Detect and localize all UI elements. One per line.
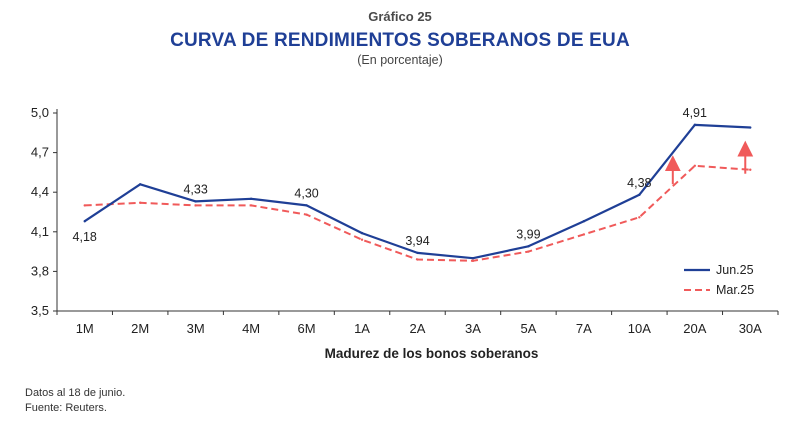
x-tick-label: 10A [628, 321, 651, 336]
y-tick-label: 3,5 [31, 303, 49, 318]
point-jun [249, 197, 253, 200]
point-mar [305, 213, 308, 216]
x-tick-label: 3M [187, 321, 205, 336]
data-label: 4,38 [627, 176, 651, 190]
point-mar [693, 164, 697, 167]
chart-title: CURVA DE RENDIMIENTOS SOBERANOS DE EUA [170, 30, 630, 51]
legend-label-mar: Mar.25 [716, 283, 754, 297]
point-mar [527, 250, 530, 253]
point-mar [749, 168, 752, 171]
x-tick-label: 20A [683, 321, 706, 336]
point-jun [527, 245, 530, 248]
x-tick-label: 6M [298, 321, 316, 336]
y-tick-label: 4,4 [31, 184, 49, 199]
point-jun [471, 257, 475, 260]
y-tick-label: 3,8 [31, 263, 49, 278]
point-jun [305, 204, 308, 207]
point-jun [638, 193, 641, 197]
y-tick-label: 5,0 [31, 105, 49, 120]
x-tick-label: 4M [242, 321, 260, 336]
x-tick-label: 2M [131, 321, 149, 336]
x-tick-label: 7A [576, 321, 592, 336]
data-note: Datos al 18 de junio. [25, 387, 126, 399]
point-jun [749, 126, 752, 129]
point-jun [693, 123, 697, 127]
x-axis-title: Madurez de los bonos soberanos [325, 346, 539, 361]
data-label: 3,99 [516, 227, 540, 241]
point-jun [360, 231, 364, 235]
x-tick-label: 1A [354, 321, 370, 336]
point-jun [83, 220, 86, 223]
point-jun [582, 220, 586, 223]
x-tick-label: 30A [739, 321, 762, 336]
figure-number: Gráfico 25 [368, 9, 432, 24]
point-mar [582, 233, 586, 236]
y-tick-label: 4,7 [31, 145, 49, 160]
data-label: 3,94 [405, 234, 429, 248]
x-tick-label: 1M [76, 321, 94, 336]
point-jun [138, 183, 142, 186]
point-mar [638, 216, 641, 219]
x-tick-label: 5A [520, 321, 536, 336]
point-mar [360, 238, 364, 241]
point-mar [249, 204, 253, 207]
y-tick-label: 4,1 [31, 224, 49, 239]
point-jun [194, 200, 197, 203]
point-mar [471, 259, 475, 263]
chart-subtitle: (En porcentaje) [357, 53, 443, 67]
legend-label-jun: Jun.25 [716, 263, 754, 277]
data-label: 4,33 [183, 182, 207, 196]
point-mar [138, 201, 142, 204]
data-label: 4,30 [294, 186, 318, 200]
source-note: Fuente: Reuters. [25, 402, 107, 414]
point-mar [83, 204, 86, 207]
point-mar [194, 204, 197, 207]
data-label: 4,91 [683, 106, 707, 120]
data-label: 4,18 [73, 230, 97, 244]
point-mar [416, 258, 419, 261]
point-jun [416, 251, 419, 255]
x-tick-label: 3A [465, 321, 481, 336]
x-tick-label: 2A [410, 321, 426, 336]
